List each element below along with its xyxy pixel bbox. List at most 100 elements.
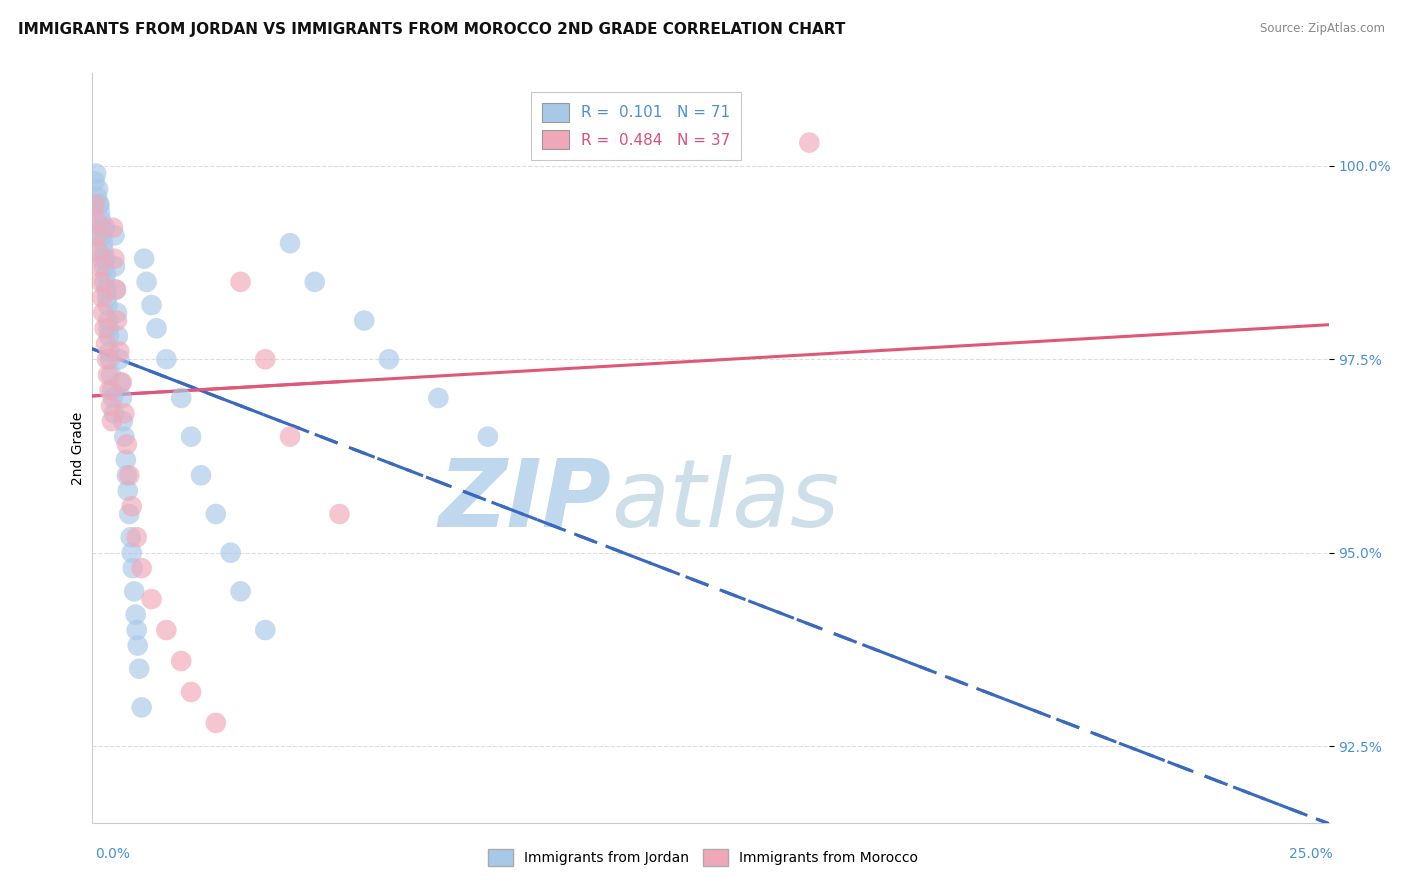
Point bbox=[97, 368, 120, 382]
Point bbox=[105, 313, 128, 327]
Point bbox=[96, 283, 118, 297]
Point bbox=[122, 584, 145, 599]
Point bbox=[97, 313, 120, 327]
Point bbox=[117, 483, 139, 498]
Point bbox=[141, 592, 163, 607]
Point bbox=[101, 383, 124, 397]
Point bbox=[229, 584, 252, 599]
Point bbox=[96, 352, 118, 367]
Point bbox=[155, 352, 177, 367]
Point bbox=[111, 376, 134, 390]
Point bbox=[103, 228, 125, 243]
Legend: Immigrants from Jordan, Immigrants from Morocco: Immigrants from Jordan, Immigrants from … bbox=[482, 844, 924, 871]
Point bbox=[100, 368, 122, 382]
Point bbox=[86, 190, 108, 204]
Point bbox=[112, 429, 135, 443]
Point bbox=[304, 275, 326, 289]
Text: IMMIGRANTS FROM JORDAN VS IMMIGRANTS FROM MOROCCO 2ND GRADE CORRELATION CHART: IMMIGRANTS FROM JORDAN VS IMMIGRANTS FRO… bbox=[18, 22, 845, 37]
Point bbox=[94, 252, 117, 266]
Point bbox=[93, 244, 115, 258]
Point bbox=[190, 468, 212, 483]
Text: 0.0%: 0.0% bbox=[96, 847, 131, 861]
Point bbox=[145, 321, 167, 335]
Point bbox=[89, 205, 111, 219]
Point bbox=[427, 391, 450, 405]
Point bbox=[98, 383, 121, 397]
Point bbox=[89, 260, 111, 274]
Point bbox=[101, 220, 124, 235]
Point bbox=[125, 530, 148, 544]
Point bbox=[378, 352, 401, 367]
Point bbox=[83, 197, 105, 211]
Point bbox=[98, 329, 121, 343]
Point bbox=[118, 468, 141, 483]
Point bbox=[91, 228, 114, 243]
Point bbox=[103, 406, 125, 420]
Point bbox=[353, 313, 375, 327]
Point bbox=[108, 352, 131, 367]
Point bbox=[87, 197, 110, 211]
Point bbox=[125, 607, 148, 622]
Point bbox=[91, 306, 114, 320]
Text: ZIP: ZIP bbox=[439, 455, 612, 547]
Point bbox=[112, 406, 135, 420]
Point bbox=[254, 623, 277, 637]
Point bbox=[254, 352, 277, 367]
Point bbox=[90, 213, 112, 227]
Point bbox=[93, 275, 115, 289]
Point bbox=[87, 244, 110, 258]
Point bbox=[131, 561, 153, 575]
Point bbox=[121, 561, 143, 575]
Point bbox=[131, 700, 153, 714]
Point bbox=[105, 306, 128, 320]
Point bbox=[141, 298, 163, 312]
Point bbox=[170, 654, 193, 668]
Point bbox=[98, 352, 121, 367]
Point bbox=[111, 391, 134, 405]
Point bbox=[104, 283, 127, 297]
Point bbox=[108, 344, 131, 359]
Point bbox=[121, 546, 143, 560]
Legend: R =  0.101   N = 71, R =  0.484   N = 37: R = 0.101 N = 71, R = 0.484 N = 37 bbox=[531, 92, 741, 161]
Text: atlas: atlas bbox=[612, 455, 839, 546]
Text: 25.0%: 25.0% bbox=[1289, 847, 1333, 861]
Point bbox=[115, 437, 138, 451]
Point bbox=[94, 220, 117, 235]
Point bbox=[90, 275, 112, 289]
Point bbox=[98, 344, 121, 359]
Point bbox=[103, 252, 125, 266]
Point bbox=[118, 507, 141, 521]
Point bbox=[87, 182, 110, 196]
Text: Source: ZipAtlas.com: Source: ZipAtlas.com bbox=[1260, 22, 1385, 36]
Point bbox=[104, 283, 127, 297]
Point bbox=[278, 429, 301, 443]
Point bbox=[83, 174, 105, 188]
Point bbox=[121, 500, 143, 514]
Point bbox=[115, 468, 138, 483]
Point bbox=[93, 260, 115, 274]
Point bbox=[799, 136, 821, 150]
Point bbox=[170, 391, 193, 405]
Point bbox=[155, 623, 177, 637]
Point bbox=[278, 236, 301, 251]
Point bbox=[128, 662, 150, 676]
Point bbox=[127, 639, 149, 653]
Point bbox=[328, 507, 350, 521]
Point bbox=[205, 715, 228, 730]
Point bbox=[180, 429, 202, 443]
Point bbox=[219, 546, 242, 560]
Point bbox=[96, 298, 118, 312]
Point bbox=[90, 220, 112, 235]
Point bbox=[205, 507, 228, 521]
Point bbox=[135, 275, 157, 289]
Point bbox=[477, 429, 499, 443]
Point bbox=[180, 685, 202, 699]
Point bbox=[125, 623, 148, 637]
Point bbox=[104, 260, 127, 274]
Point bbox=[101, 391, 124, 405]
Point bbox=[101, 414, 124, 428]
Point bbox=[120, 530, 142, 544]
Point bbox=[110, 376, 132, 390]
Point bbox=[84, 167, 107, 181]
Point bbox=[91, 252, 114, 266]
